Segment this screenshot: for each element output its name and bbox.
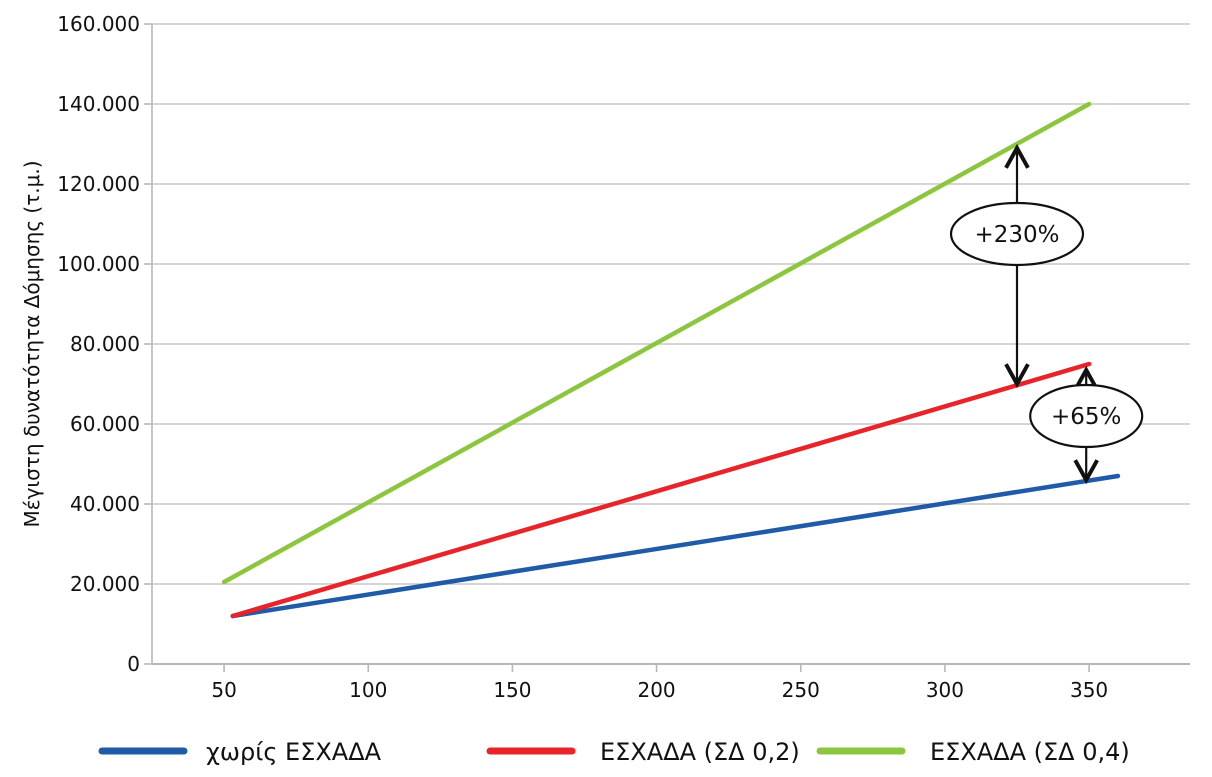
grid-layer [152,23,1190,665]
y-tick-label: 100.000 [57,252,140,276]
x-tick-label: 200 [637,678,675,702]
x-tick-label: 100 [349,678,387,702]
axis-layer: 0 20.000 40.000 60.000 80.000 100.000 120.000 1… [57,12,1108,702]
x-tick-label: 300 [926,678,964,702]
legend-label: ΕΣΧΑΔΑ (ΣΔ 0,4) [930,738,1130,766]
legend-label: ΕΣΧΑΔΑ (ΣΔ 0,2) [600,738,800,766]
annotation-layer: +230% +65% [949,143,1144,485]
y-tick-label: 20.000 [70,572,140,596]
y-tick-label: 0 [127,652,140,676]
y-tick-label: 60.000 [70,412,140,436]
series-line [230,361,1092,619]
annotation-label: +230% [974,222,1059,248]
series-line [230,473,1121,619]
x-tick-label: 150 [493,678,531,702]
series-layer [221,101,1121,619]
legend: χωρίς ΕΣΧΑΔΑ ΕΣΧΑΔΑ (ΣΔ 0,2) ΕΣΧΑΔΑ (ΣΔ 0,… [98,738,1130,766]
x-tick-label: 250 [782,678,820,702]
series-line [221,101,1092,585]
x-tick-label: 50 [211,678,236,702]
annotation-label: +65% [1051,404,1121,430]
y-tick-label: 160.000 [57,12,140,36]
annotation-ellipse [949,201,1085,267]
y-axis-title: Μέγιστη δυνατότητα Δόμησης (τ.μ.) [20,160,44,527]
legend-label: χωρίς ΕΣΧΑΔΑ [206,738,382,766]
y-tick-label: 140.000 [57,92,140,116]
y-tick-label: 120.000 [57,172,140,196]
x-tick-label: 350 [1070,678,1108,702]
y-tick-label: 80.000 [70,332,140,356]
annotation-ellipse [1029,383,1144,449]
y-tick-label: 40.000 [70,492,140,516]
